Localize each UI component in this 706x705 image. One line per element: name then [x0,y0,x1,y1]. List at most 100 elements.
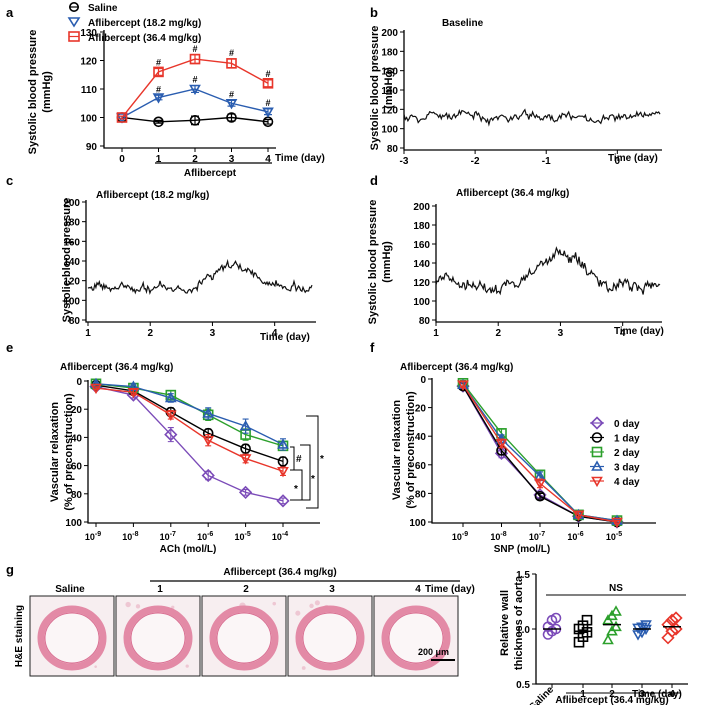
b-xtick-label: -3 [400,156,409,167]
e-point [277,466,289,478]
c-yticks: 80 100 120 140 160 180 200 [63,198,86,327]
a-ytick-label: 90 [86,142,98,153]
d-ytick-label: 140 [413,259,430,270]
panel-d: d Systolic blood pressure (mmHg) Afliber… [367,173,664,339]
histology-time-label: Time (day) [425,584,475,595]
f-xtick-exponent: -8 [500,531,506,538]
b-ytick-label: 200 [381,28,398,39]
d-title: Aflibercept (36.4 mg/kg) [456,188,569,199]
e-ytick-label: 0 [76,377,82,388]
histology-aorta-wall [295,605,365,671]
a-point [226,58,237,69]
e-series-line [95,383,284,446]
e-xtick-exponent: -5 [244,531,250,538]
a-sig-marker: # [156,57,161,67]
b-yticks: 80 100 120 140 160 180 200 [381,28,404,155]
d-xtick-label: 1 [433,328,439,339]
f-legend: 0 day 1 day 2 day 3 day 4 day [590,416,640,488]
d-xtick-label: 3 [558,328,564,339]
panel-label-f: f [370,340,375,355]
d-xlabel: Time (day) [614,326,664,337]
a-error-bar [154,94,163,101]
panel-f: f Aflibercept (36.4 mg/kg) Vascular rela… [370,340,656,555]
legend-high-label: Aflibercept (36.4 mg/kg) [88,33,201,44]
b-ylabel-line2: (mmHg) [383,67,395,109]
histology-tissue-speck [135,604,141,609]
a-ytick-label: 130 [80,28,97,39]
scale-bar-label: 200 μm [418,647,449,657]
a-ytick-label: 110 [81,85,98,96]
panel-label-d: d [370,173,378,188]
e-xtick-exponent: -9 [95,531,101,538]
f-yticks: 0 20 40 60 80 100 [409,375,432,529]
e-point [164,427,178,442]
e-series-line [95,384,284,463]
e-xtick-label: 10-4 [272,531,288,542]
b-xtick-label: 0 [615,156,621,167]
g-point [550,612,562,624]
c-xtick-label: 2 [147,328,153,339]
f-legend-label: 0 day [614,419,640,430]
c-xtick-label: 1 [85,328,91,339]
b-xticks: -3 -2 -1 0 [400,150,621,167]
a-point [189,115,201,126]
g-point [602,633,614,645]
f-error-bar [537,492,543,500]
a-xtick-label: 4 [265,154,271,165]
a-sig-marker: # [229,48,234,58]
e-point [276,494,290,508]
f-ytick-label: 60 [415,461,427,472]
panel-g: g H&E staining Aflibercept (36.4 mg/kg) … [6,562,475,677]
f-point [495,439,508,450]
f-legend-label: 4 day [614,477,640,488]
f-xtick-label: 10-9 [452,531,468,542]
a-point [152,93,165,104]
histology-lumen [302,612,358,664]
d-yticks: 80 100 120 140 160 180 200 [413,202,436,327]
e-significance-brackets: # * * * [290,415,324,509]
e-title: Aflibercept (36.4 mg/kg) [60,362,173,373]
e-xtick-exponent: -8 [132,531,138,538]
g-point [581,614,593,626]
c-ytick-label: 180 [63,218,80,229]
f-point [611,517,623,529]
b-ylabel-line1: Systolic blood pressure [369,26,381,151]
a-point [116,112,128,123]
f-xtick-label: 10-6 [567,531,583,542]
f-xlabel: SNP (mol/L) [494,544,550,555]
a-yticks: 90 100 110 120 130 [80,28,104,153]
b-title: Baseline [442,18,484,29]
e-xtick-label: 10-6 [197,531,213,542]
b-xtick-label: -1 [542,156,551,167]
e-ylabel-line1: Vascular relaxation [49,402,61,503]
e-ylabel-line2: (% of preconstruction) [63,393,75,511]
f-axes [431,378,656,524]
panel-g-dotplot: Relative wall thickness of aorta 0.5 1.0 1… [499,570,688,705]
c-xlabel: Time (day) [260,332,310,343]
histology-lumen [44,612,100,664]
d-ytick-label: 120 [413,278,430,289]
d-ylabel-line2: (mmHg) [381,241,393,283]
g-ns-label: NS [609,583,623,594]
e-axes [87,380,320,524]
histology-tissue-speck [309,603,314,609]
f-plot-area [456,377,624,529]
f-ytick-label: 20 [415,404,427,415]
histology-tissue-speck [125,601,131,608]
e-series-line [95,385,284,502]
f-xtick-label: 10-8 [490,531,506,542]
d-xtick-label: 4 [620,328,626,339]
g-group-label: Aflibercept (36.4 mg/kg) [555,695,668,705]
histology-images: Saline 1 2 3 4 [29,584,459,677]
c-trace-line [87,258,313,295]
b-ytick-label: 100 [381,125,398,136]
a-xticks: 0 1 2 3 4 [119,148,271,165]
legend-low-marker [67,17,81,28]
e-sig-star-3: * [320,454,324,465]
f-point [572,510,585,521]
e-xtick-exponent: -7 [170,531,176,538]
e-xtick-label: 10-7 [160,531,176,542]
d-ytick-label: 180 [413,221,430,232]
histology-label: Saline [55,584,85,595]
f-legend-marker [591,446,603,458]
